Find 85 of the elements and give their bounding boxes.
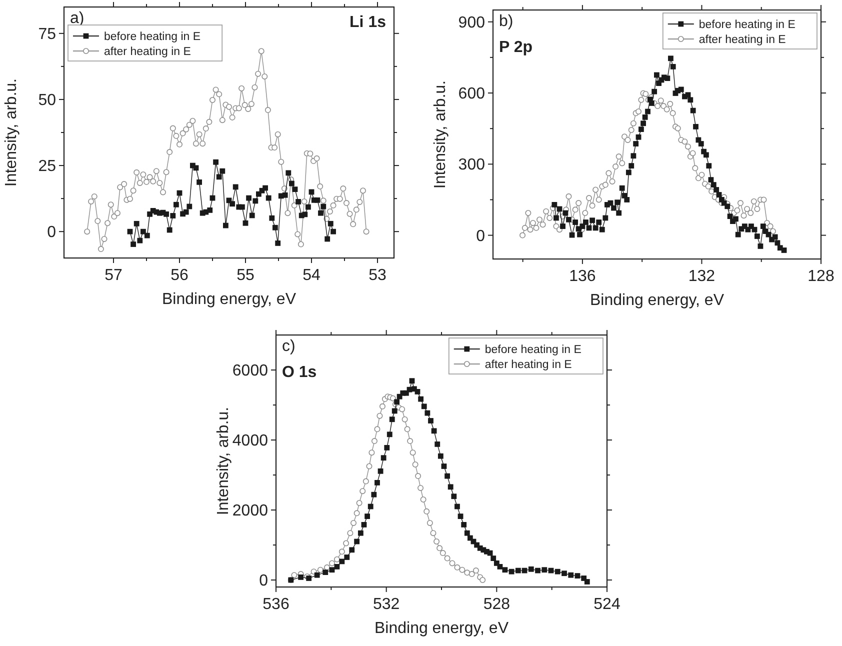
y-tick-label: 0 — [47, 224, 56, 242]
x-axis-title: Binding energy, eV — [590, 292, 724, 309]
point — [328, 560, 335, 566]
point — [399, 406, 406, 412]
legend-label: after heating in E — [104, 46, 192, 58]
point — [472, 568, 479, 574]
y-tick-label: 0 — [476, 228, 486, 245]
point — [374, 426, 380, 432]
x-tick-label: 56 — [170, 267, 188, 284]
point — [390, 395, 396, 402]
point — [376, 412, 383, 419]
y-tick-label: 4000 — [232, 432, 268, 450]
legend-label: after heating in E — [484, 359, 572, 371]
point — [436, 545, 443, 552]
point — [371, 438, 378, 444]
legend-label: before heating in E — [104, 31, 201, 43]
point — [410, 450, 416, 456]
point — [317, 566, 324, 573]
x-tick-label: 532 — [372, 596, 400, 613]
point — [464, 570, 470, 576]
point — [356, 500, 362, 506]
y-tick-label: 50 — [38, 92, 56, 109]
point — [354, 510, 360, 516]
x-tick-label: 54 — [302, 267, 320, 284]
point — [350, 520, 357, 526]
point — [430, 530, 436, 536]
x-tick-label: 55 — [236, 267, 254, 284]
point — [291, 572, 298, 578]
point — [480, 577, 486, 583]
x-tick-label: 524 — [594, 596, 620, 613]
y-tick-label: 6000 — [232, 362, 268, 380]
legend-label: before heating in E — [484, 344, 582, 356]
y-tick-label: 75 — [38, 26, 56, 43]
point — [412, 462, 418, 468]
point — [444, 555, 450, 562]
point — [418, 484, 424, 491]
point — [449, 560, 456, 566]
point — [360, 488, 366, 494]
point — [407, 438, 414, 444]
annotation: Li 1s — [350, 14, 386, 31]
point — [440, 550, 446, 556]
x-tick-label: 136 — [569, 268, 596, 285]
point — [338, 548, 345, 555]
point — [334, 556, 340, 562]
point — [347, 530, 354, 536]
x-tick-label: 528 — [483, 596, 510, 613]
point — [415, 473, 422, 480]
x-axis-title: Binding energy, eV — [162, 291, 296, 308]
annotation: O 1s — [282, 364, 317, 381]
y-tick-label: 25 — [38, 158, 56, 176]
point — [434, 538, 440, 544]
point — [424, 508, 430, 514]
x-axis-title: Binding energy, eV — [374, 620, 509, 637]
y-tick-label: 900 — [458, 14, 486, 32]
x-tick-label: 57 — [104, 267, 122, 284]
y-tick-label: 300 — [458, 156, 486, 174]
point — [404, 426, 410, 432]
annotation: P 2p — [499, 39, 533, 56]
annotation: a) — [70, 10, 84, 27]
legend-label: after heating in E — [698, 34, 786, 46]
y-axis-title: Intensity, arb.u. — [215, 406, 232, 516]
x-tick-label: 128 — [808, 268, 834, 285]
point — [420, 496, 426, 502]
point — [379, 403, 386, 410]
point — [343, 540, 350, 546]
point — [402, 416, 408, 422]
point — [368, 450, 375, 456]
y-tick-label: 0 — [259, 572, 268, 590]
point — [459, 566, 466, 573]
annotation: b) — [499, 13, 514, 30]
y-tick-label: 600 — [458, 86, 486, 102]
legend-label: before heating in E — [698, 19, 796, 31]
point — [362, 478, 369, 484]
y-axis-title: Intensity, arb.u. — [3, 78, 20, 187]
annotation: c) — [282, 338, 296, 355]
point — [366, 463, 372, 470]
point — [454, 564, 460, 570]
y-tick-label: 2000 — [232, 502, 268, 520]
x-tick-label: 53 — [368, 267, 386, 284]
point — [426, 520, 433, 526]
point — [324, 564, 330, 570]
x-tick-label: 132 — [688, 268, 716, 285]
point — [468, 571, 475, 578]
y-axis-title: Intensity, arb.u. — [432, 80, 449, 189]
x-tick-label: 536 — [262, 596, 290, 613]
